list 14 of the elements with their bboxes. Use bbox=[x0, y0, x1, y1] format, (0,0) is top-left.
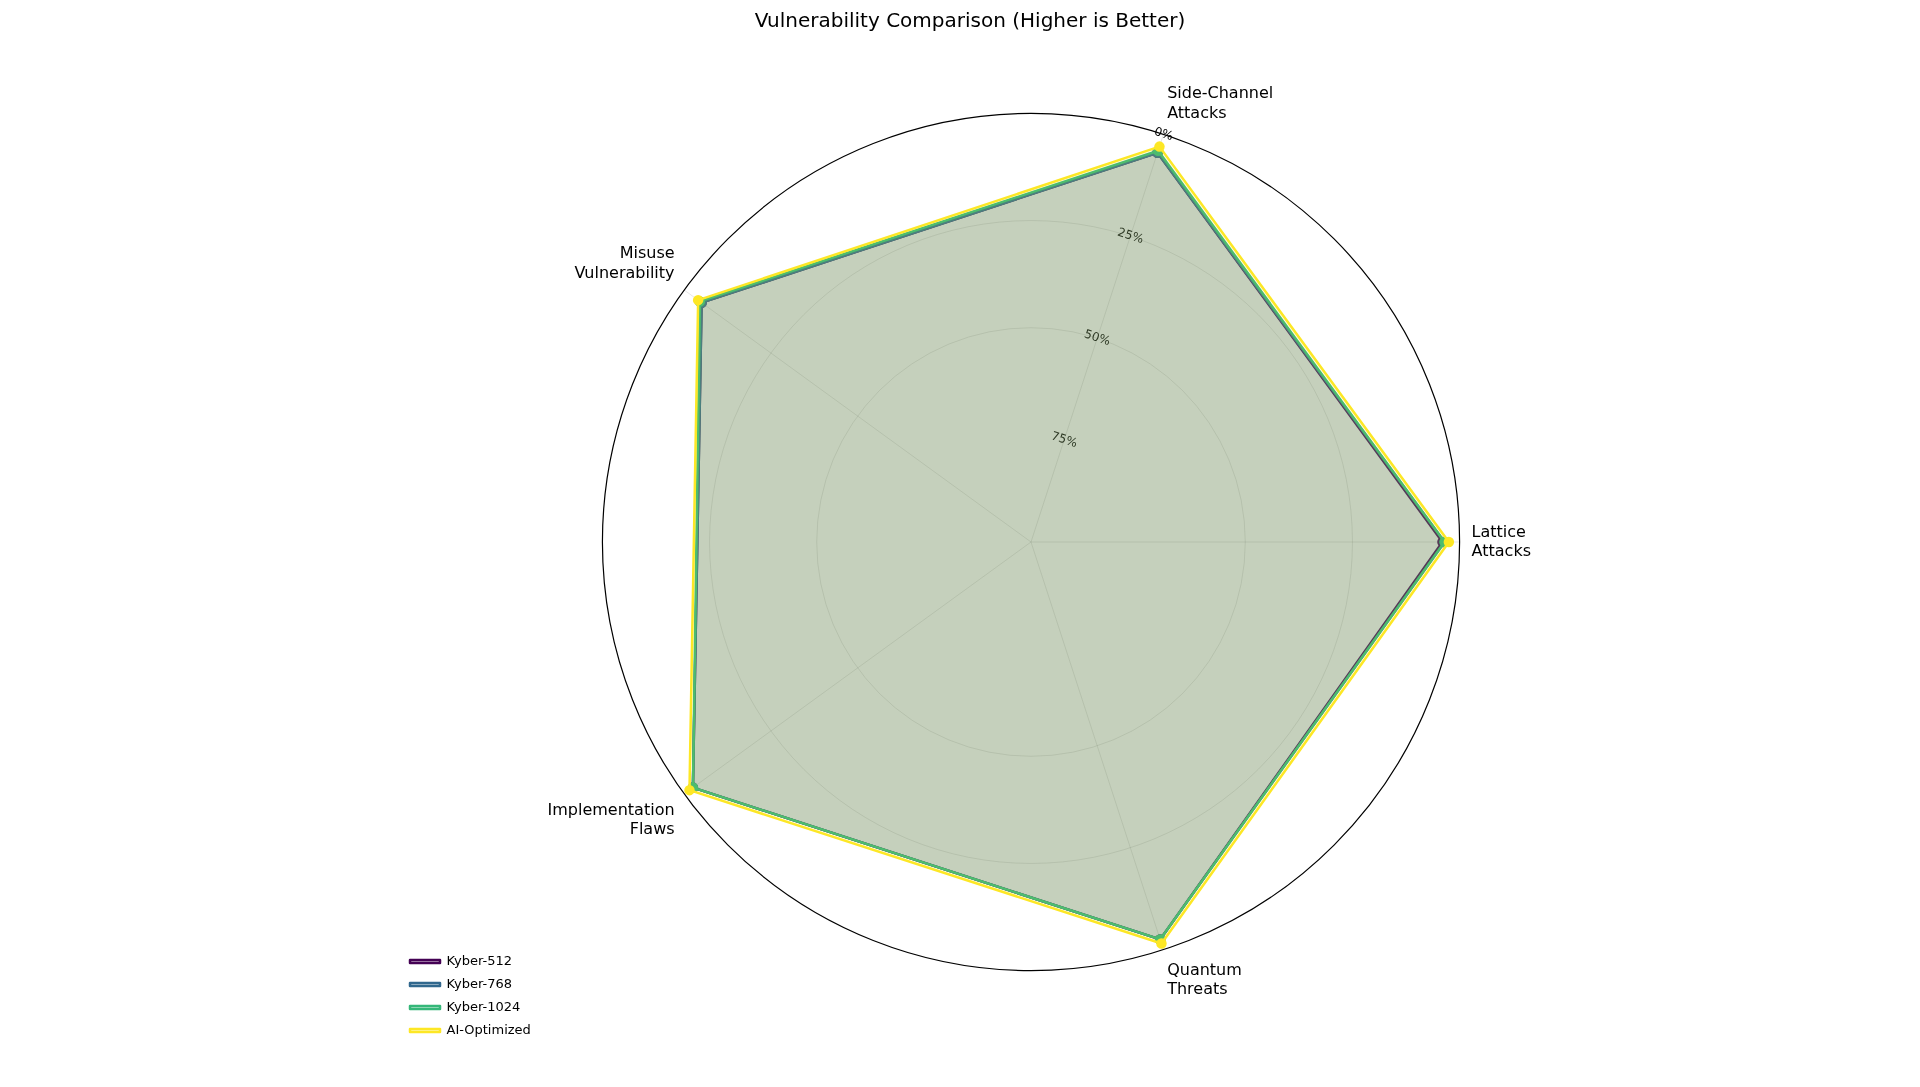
spoke-label: Implementation Flaws bbox=[547, 799, 675, 838]
legend-label: Kyber-768 bbox=[446, 975, 513, 991]
y-tick-label: 75% bbox=[1049, 428, 1080, 451]
legend-label: AI-Optimized bbox=[446, 1021, 531, 1037]
spoke-label: Side-Channel Attacks bbox=[1167, 83, 1274, 122]
y-tick-label: 25% bbox=[1115, 224, 1146, 247]
spoke-label: Quantum Threats bbox=[1166, 959, 1242, 998]
spoke-label: Misuse Vulnerability bbox=[574, 243, 675, 282]
chart-title: Vulnerability Comparison (Higher is Better) bbox=[754, 8, 1186, 33]
spoke-label: Lattice Attacks bbox=[1471, 521, 1532, 560]
y-tick-label: 0% bbox=[1152, 123, 1175, 144]
legend-label: Kyber-1024 bbox=[446, 998, 521, 1014]
legend-label: Kyber-512 bbox=[446, 952, 513, 968]
y-tick-label: 50% bbox=[1082, 326, 1113, 349]
